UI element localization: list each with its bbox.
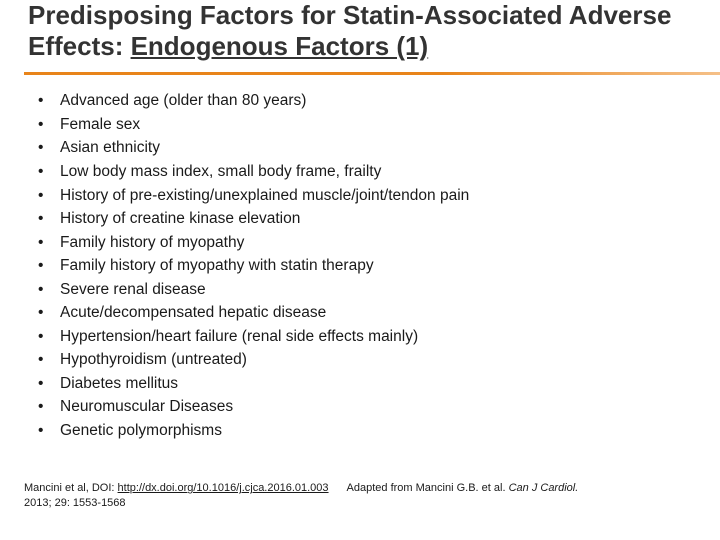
list-item: Severe renal disease (38, 278, 692, 302)
list-item: Diabetes mellitus (38, 372, 692, 396)
list-item: Female sex (38, 113, 692, 137)
slide-title: Predisposing Factors for Statin-Associat… (28, 0, 692, 62)
list-item: Neuromuscular Diseases (38, 395, 692, 419)
slide-container: Predisposing Factors for Statin-Associat… (0, 0, 720, 455)
citation: Mancini et al, DOI: http://dx.doi.org/10… (24, 481, 696, 510)
citation-prefix: Mancini et al, DOI: (24, 482, 118, 494)
list-item: History of creatine kinase elevation (38, 207, 692, 231)
bullet-list: Advanced age (older than 80 years) Femal… (28, 89, 692, 442)
list-item: Asian ethnicity (38, 136, 692, 160)
title-underlined: Endogenous Factors (1) (131, 31, 429, 61)
list-item: Genetic polymorphisms (38, 419, 692, 443)
list-item: Acute/decompensated hepatic disease (38, 301, 692, 325)
list-item: Hypothyroidism (untreated) (38, 348, 692, 372)
list-item: History of pre-existing/unexplained musc… (38, 184, 692, 208)
citation-adapted-prefix: Adapted from Mancini G.B. et al. (347, 482, 509, 494)
list-item: Advanced age (older than 80 years) (38, 89, 692, 113)
citation-journal: Can J Cardiol. (509, 482, 579, 494)
list-item: Hypertension/heart failure (renal side e… (38, 325, 692, 349)
title-divider (24, 72, 720, 75)
list-item: Family history of myopathy (38, 231, 692, 255)
list-item: Low body mass index, small body frame, f… (38, 160, 692, 184)
citation-line2: 2013; 29: 1553-1568 (24, 497, 126, 509)
doi-link[interactable]: http://dx.doi.org/10.1016/j.cjca.2016.01… (118, 482, 329, 494)
list-item: Family history of myopathy with statin t… (38, 254, 692, 278)
